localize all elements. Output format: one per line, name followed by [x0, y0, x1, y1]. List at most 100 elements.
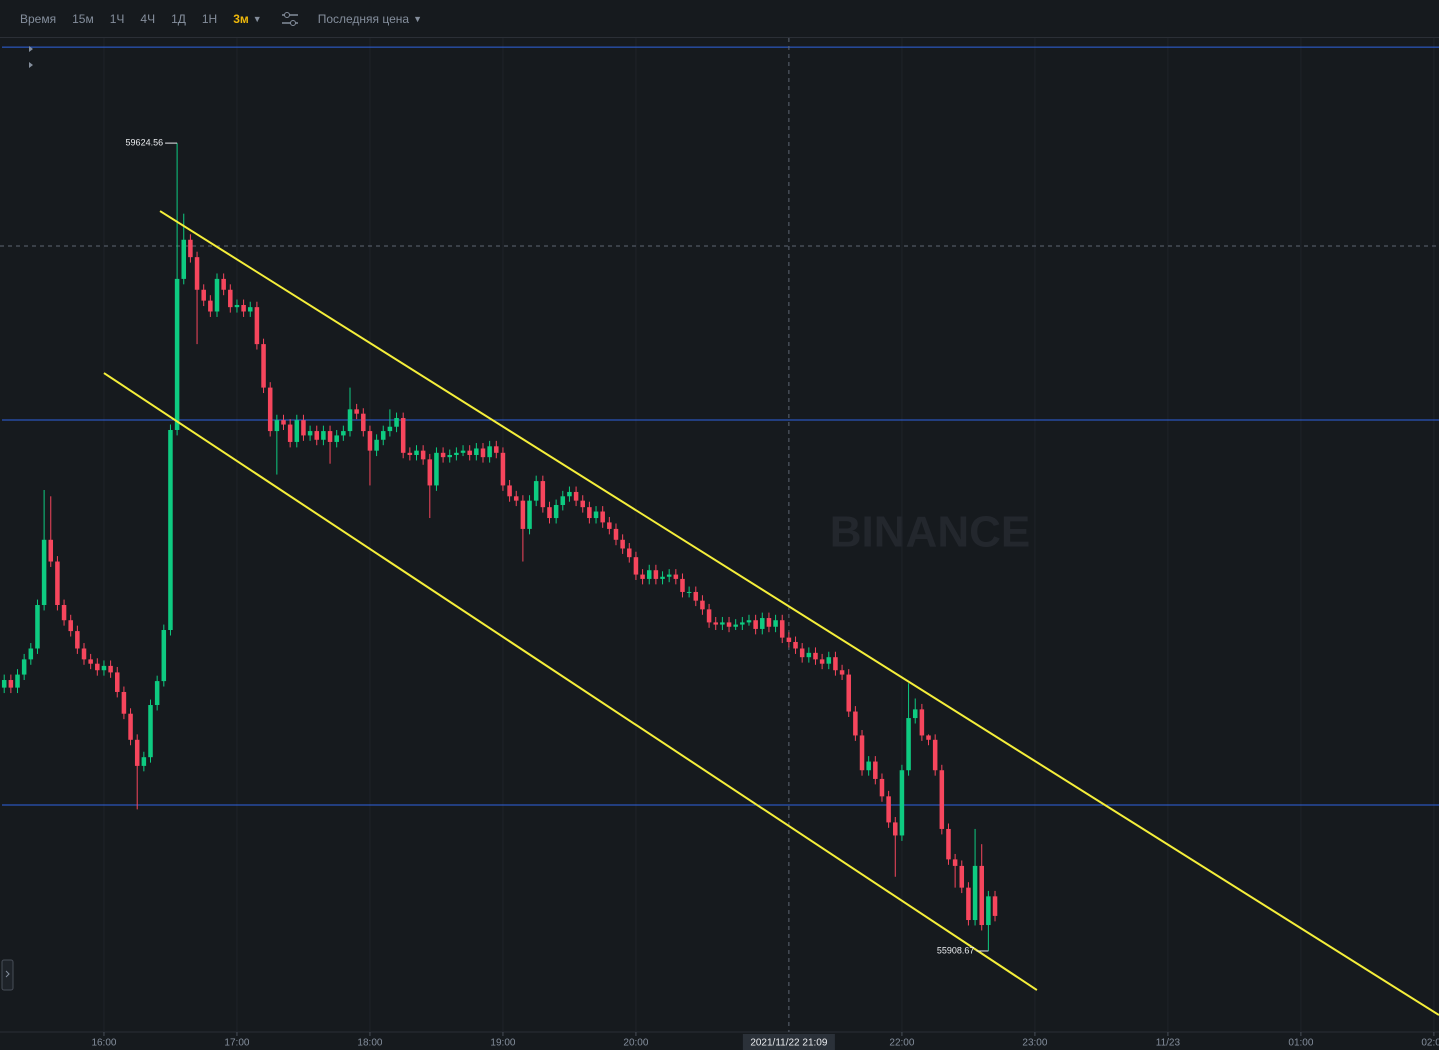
candle-body — [806, 652, 812, 658]
candle-body — [121, 691, 127, 714]
candle-body — [41, 539, 47, 606]
candle-body — [267, 387, 273, 432]
x-tick-label: 02:00 — [1421, 1038, 1439, 1049]
candle-body — [720, 622, 725, 625]
candle-body — [819, 659, 825, 664]
candle-body — [992, 896, 998, 916]
candle-body — [746, 620, 752, 623]
candle-body — [760, 618, 765, 629]
candle-body — [866, 761, 871, 771]
candle-body — [666, 574, 672, 577]
candle-body — [460, 450, 466, 453]
price-type[interactable]: Последняя цена — [317, 11, 410, 26]
candle-body — [354, 409, 359, 414]
candle-body — [81, 648, 87, 660]
candle-body — [114, 672, 120, 692]
candle-body — [95, 663, 100, 671]
settings-icon[interactable] — [280, 11, 300, 27]
candle-body — [633, 557, 639, 575]
candle-body — [786, 637, 792, 642]
candle-body — [939, 770, 945, 829]
candle-body — [793, 641, 798, 649]
candle-body — [427, 459, 433, 486]
candle-body — [400, 418, 406, 453]
candle-body — [128, 713, 133, 740]
caret[interactable]: ▼ — [252, 13, 262, 24]
candle-body — [986, 896, 991, 926]
candle-body — [61, 605, 67, 621]
candle-body — [673, 574, 679, 579]
candle-body — [972, 865, 978, 921]
candle-body — [567, 491, 572, 497]
low-marker-label: 55908.67 — [937, 945, 975, 955]
candle-body — [740, 622, 745, 625]
candle-body — [779, 620, 785, 638]
candle-body — [859, 735, 865, 771]
candle-body — [281, 420, 286, 425]
candle-body — [274, 420, 280, 432]
candle-body — [15, 674, 20, 688]
candle-body — [294, 420, 300, 442]
candle-body — [613, 528, 619, 540]
candle-body — [653, 570, 659, 579]
time-label: Время — [20, 11, 57, 26]
candle-body — [700, 600, 705, 610]
candle-body — [853, 711, 858, 736]
x-tick-label: 19:00 — [490, 1038, 515, 1049]
candle-body — [307, 431, 313, 436]
candle-body — [361, 413, 366, 432]
candle-body — [68, 620, 73, 632]
interval-button[interactable]: 15м — [72, 11, 94, 26]
x-tick-label: 11/23 — [1156, 1038, 1181, 1049]
candle-body — [926, 735, 931, 740]
toolbar: Время 15м 1Ч 4Ч 1Д 1Н 3м ▼ Последняя цена… — [0, 0, 1439, 38]
candle-body — [513, 496, 519, 501]
active-interval[interactable]: 3м — [233, 11, 249, 26]
candle-body — [141, 757, 147, 766]
candle-body — [88, 659, 93, 664]
interval-button[interactable]: 4Ч — [140, 11, 156, 26]
candle-body — [627, 548, 632, 558]
candle-body — [520, 500, 526, 529]
candle-body — [420, 450, 426, 460]
candle-body — [241, 304, 246, 312]
candle-body — [321, 431, 326, 440]
interval-button[interactable]: 1Ч — [109, 11, 125, 26]
candle-body — [201, 289, 206, 301]
candle-body — [540, 481, 546, 508]
candle-body — [979, 865, 984, 926]
candle-body — [660, 576, 665, 579]
candle-body — [600, 511, 605, 523]
candle-body — [301, 420, 306, 436]
candle-body — [487, 446, 492, 458]
candle-body — [434, 452, 439, 486]
candle-body — [148, 705, 153, 758]
candle-body — [228, 289, 233, 308]
interval-button[interactable]: 1Н — [201, 11, 218, 26]
x-tick-label: 17:00 — [224, 1038, 249, 1049]
chart: BINANCE 16:00 17:00 18:00 19:00 20:00 22:00 23… — [0, 38, 1439, 1050]
candle-body — [500, 452, 506, 486]
interval-button[interactable]: 1Д — [171, 11, 186, 26]
candle-body — [414, 450, 419, 455]
candle-body — [188, 239, 193, 258]
candle-body — [194, 257, 200, 290]
candle-body — [261, 344, 266, 388]
candle-body — [181, 239, 187, 279]
candle-body — [686, 591, 692, 593]
candle-body — [394, 418, 399, 427]
candle-body — [154, 681, 160, 706]
candle-body — [480, 448, 486, 458]
candle-body — [766, 618, 772, 627]
candle-body — [846, 674, 851, 712]
candle-body — [208, 300, 213, 312]
candle-body — [334, 435, 339, 442]
candle-body — [886, 796, 891, 823]
trend-line — [103, 372, 1038, 991]
x-tick-label: 16:00 — [91, 1038, 116, 1049]
candle-body — [573, 491, 579, 501]
candle-body — [254, 307, 260, 345]
caret[interactable]: ▼ — [413, 13, 423, 24]
candle-body — [813, 652, 818, 660]
